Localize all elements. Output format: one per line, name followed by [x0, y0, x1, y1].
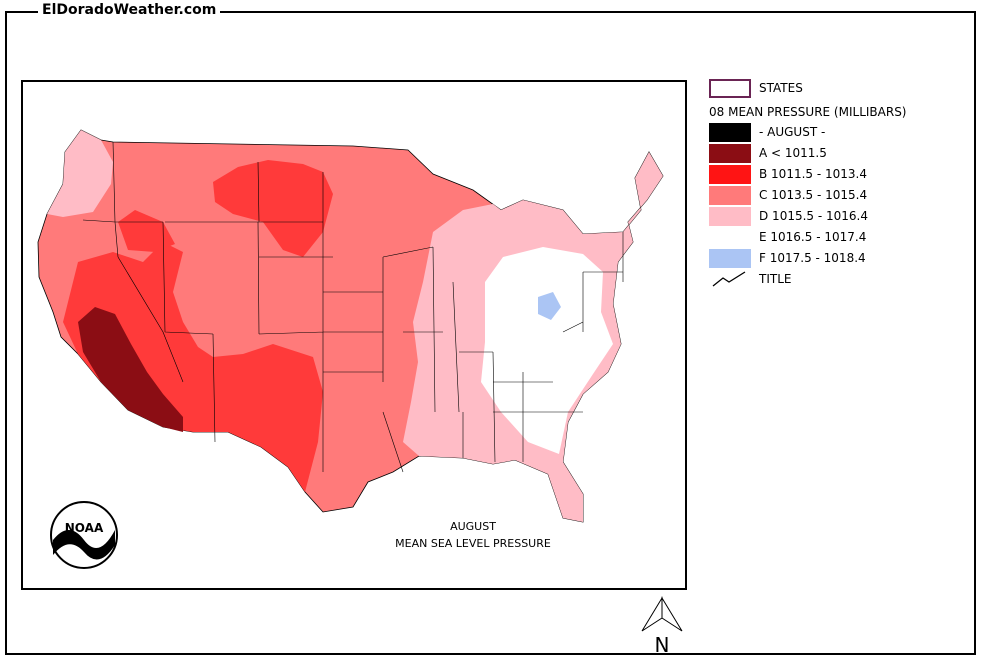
zone-b-idaho [118, 210, 175, 252]
legend-item-label: A < 1011.5 [759, 146, 827, 160]
legend-title-line-label: TITLE [759, 272, 792, 286]
map-frame: NOAA AUGUST MEAN SEA LEVEL PRESSURE [21, 80, 687, 590]
noaa-logo-text: NOAA [65, 521, 104, 535]
legend-item: F 1017.5 - 1018.4 [709, 248, 866, 268]
zone-a-desert [78, 307, 183, 432]
legend-title: 08 MEAN PRESSURE (MILLIBARS) [709, 105, 907, 119]
north-arrow: N [637, 596, 687, 657]
legend-title-line-icon [709, 270, 751, 289]
zone-d-pacific-nw [47, 130, 113, 217]
zone-b-southwest [63, 242, 323, 492]
legend-item: B 1011.5 - 1013.4 [709, 164, 867, 184]
legend-item-label: C 1013.5 - 1015.4 [759, 188, 868, 202]
legend-states: STATES [709, 78, 803, 98]
noaa-logo: NOAA [49, 500, 119, 570]
legend-item-swatch [709, 227, 751, 247]
legend-item-label: D 1015.5 - 1016.4 [759, 209, 868, 223]
legend-item: D 1015.5 - 1016.4 [709, 206, 868, 226]
legend-item: C 1013.5 - 1015.4 [709, 185, 867, 205]
zone-b-northern-plains [213, 160, 333, 257]
site-title: ElDoradoWeather.com [38, 2, 221, 18]
legend-item-swatch [709, 143, 751, 163]
legend-item-swatch [709, 206, 751, 226]
legend-item-swatch [709, 185, 751, 205]
legend-states-swatch [709, 78, 751, 98]
zone-e-ohio-valley [481, 247, 613, 454]
legend-item-swatch [709, 164, 751, 184]
legend-item-label: E 1016.5 - 1017.4 [759, 230, 867, 244]
us-pressure-map [37, 129, 664, 523]
legend-states-label: STATES [759, 81, 803, 95]
legend-item: A < 1011.5 [709, 143, 827, 163]
legend-title-line: TITLE [709, 269, 791, 289]
legend-item-label: F 1017.5 - 1018.4 [759, 251, 866, 265]
legend-item-label: B 1011.5 - 1013.4 [759, 167, 867, 181]
zone-f-appalachian [538, 292, 561, 320]
outer-frame [5, 11, 976, 655]
legend-item: - AUGUST - [709, 122, 825, 142]
legend-item: E 1016.5 - 1017.4 [709, 227, 866, 247]
map-caption: AUGUST MEAN SEA LEVEL PRESSURE [363, 518, 583, 552]
map-caption-month: AUGUST [450, 520, 496, 533]
legend-item-swatch [709, 122, 751, 142]
map-caption-subtitle: MEAN SEA LEVEL PRESSURE [395, 537, 551, 550]
north-arrow-label: N [655, 633, 670, 656]
legend-item-swatch [709, 248, 751, 268]
state-borders [82, 141, 624, 473]
legend-item-label: - AUGUST - [759, 125, 826, 139]
